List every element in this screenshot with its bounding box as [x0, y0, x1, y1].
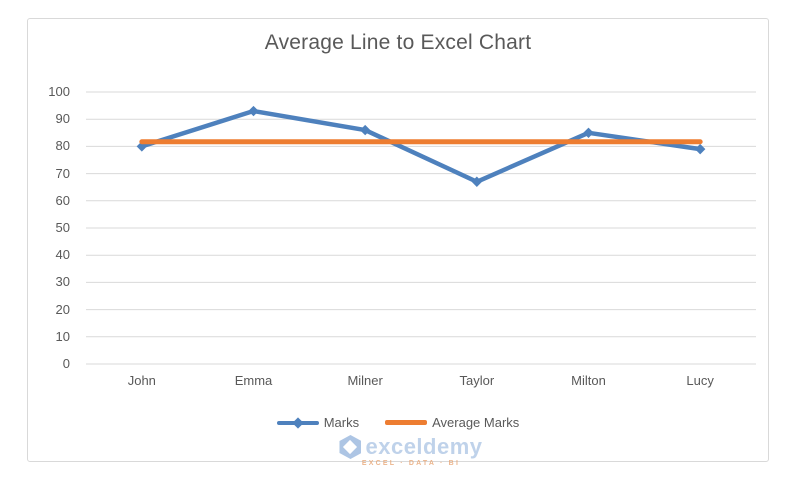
plot-svg — [86, 91, 756, 365]
x-category-label: Emma — [234, 373, 273, 388]
marks-line — [139, 108, 703, 185]
y-tick-label: 50 — [55, 220, 70, 235]
chart-area: Average Line to Excel Chart 100 90 80 70 60 5… — [27, 18, 769, 467]
legend-label: Marks — [323, 415, 360, 430]
x-category-label: Taylor — [459, 373, 495, 388]
data-point-marker — [471, 176, 483, 187]
y-tick-label: 70 — [55, 165, 70, 181]
legend-label: Average Marks — [432, 415, 520, 430]
legend-item: Average Marks — [385, 415, 519, 430]
y-tick-label: 80 — [55, 138, 70, 154]
chart-title: Average Line to Excel Chart — [264, 31, 532, 54]
y-tick-label: 10 — [55, 328, 70, 344]
data-point-marker — [248, 105, 259, 117]
y-tick-label: 60 — [55, 192, 70, 208]
y-tick-label: 20 — [55, 301, 70, 317]
data-point-marker — [583, 127, 594, 138]
y-tick-label: 100 — [48, 84, 70, 99]
legend-diamond-marker-icon — [292, 416, 304, 429]
chart-legend: Marks Average Marks — [28, 415, 768, 430]
y-tick-label: 40 — [55, 247, 70, 263]
watermark-row: exceldemy — [339, 435, 482, 459]
legend-average-line-icon — [385, 420, 428, 425]
data-point-marker — [694, 143, 706, 155]
y-tick-label: 90 — [55, 111, 70, 127]
data-point-marker — [359, 124, 371, 136]
watermark-tagline: EXCEL · DATA · BI — [361, 460, 461, 467]
watermark: exceldemy EXCEL · DATA · BI — [331, 435, 491, 467]
watermark-brand: exceldemy — [365, 434, 483, 459]
exceldemy-logo-icon — [339, 435, 362, 459]
y-tick-label: 30 — [55, 274, 70, 290]
x-category-label: Lucy — [686, 373, 714, 388]
y-tick-label: 0 — [62, 356, 70, 371]
x-category-label: John — [127, 373, 156, 388]
legend-item: Marks — [276, 415, 360, 430]
legend-marks-line-icon — [276, 416, 319, 429]
x-category-label: Milton — [571, 373, 606, 388]
x-category-label: Milner — [347, 373, 383, 388]
